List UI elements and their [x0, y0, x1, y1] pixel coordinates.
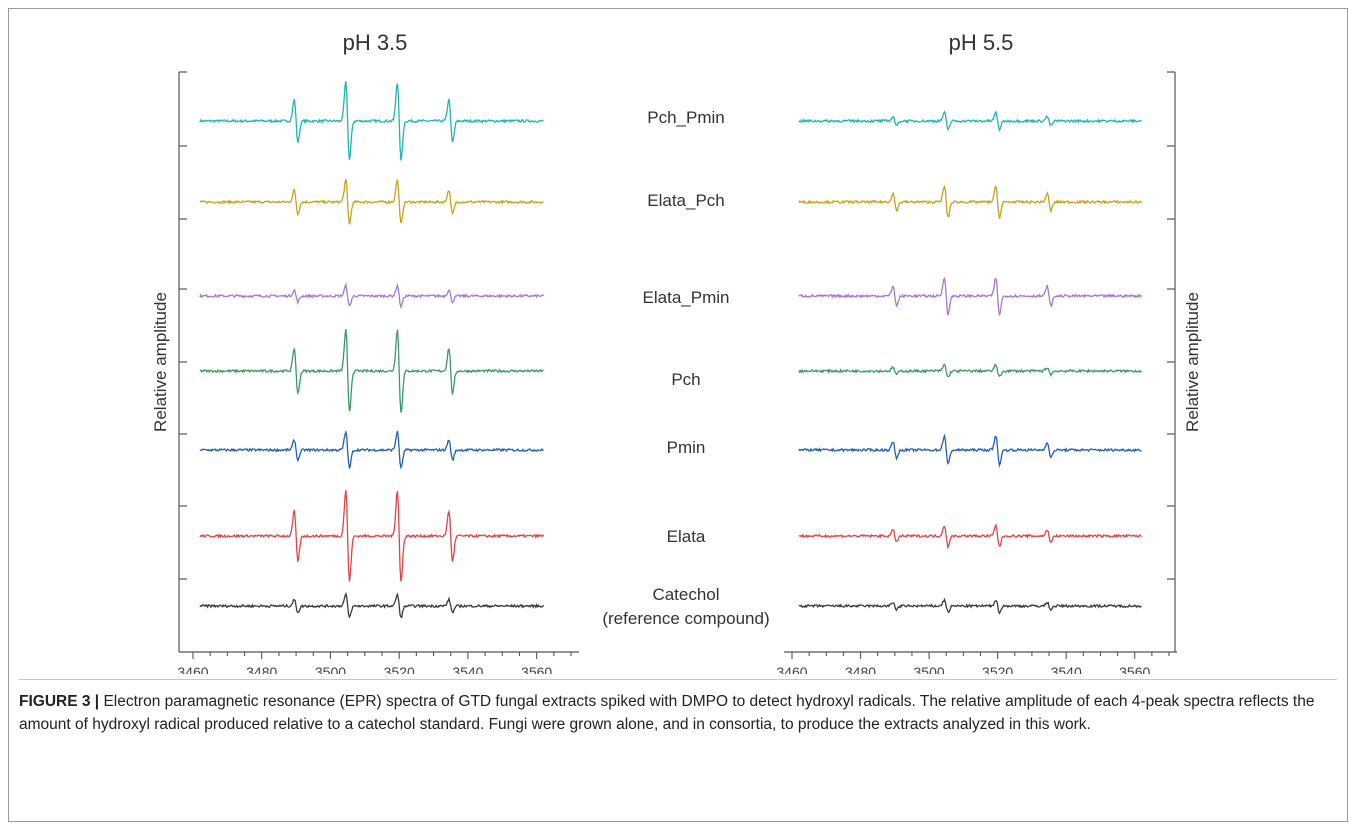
x-tick-label: 3480: [845, 664, 876, 674]
spectrum-1: [798, 110, 1142, 133]
spectrum-3: [199, 282, 544, 310]
x-tick-label: 3460: [177, 664, 208, 674]
x-tick-label: 3540: [452, 664, 483, 674]
label-pmin: Pmin: [667, 438, 706, 457]
spectrum-7: [798, 597, 1142, 615]
spectrum-1: [199, 81, 544, 161]
sample-labels: Pch_Pmin Elata_Pch Elata_Pmin Pch Pmin E…: [602, 108, 769, 628]
spectrum-5: [199, 429, 544, 470]
label-catechol: Catechol: [652, 585, 719, 604]
y-axis-label: Relative amplitude: [151, 292, 170, 432]
x-tick-label: 3500: [315, 664, 346, 674]
x-tick-label: 3520: [982, 664, 1013, 674]
panel-title: pH 3.5: [343, 30, 408, 55]
spectrum-5: [798, 433, 1142, 469]
x-tick-label: 3540: [1051, 664, 1082, 674]
panel-title: pH 5.5: [949, 30, 1014, 55]
x-tick-label: 3520: [384, 664, 415, 674]
spectrum-4: [798, 363, 1142, 378]
spectrum-7: [199, 591, 545, 619]
x-tick-label: 3500: [914, 664, 945, 674]
x-tick-label: 3560: [1119, 664, 1150, 674]
panel-ph35: pH 3.5 Relative amplitude 3460 3480 3500 3520…: [151, 30, 579, 674]
spectrum-2: [798, 184, 1143, 219]
label-elata-pch: Elata_Pch: [647, 191, 725, 210]
label-pch-pmin: Pch_Pmin: [647, 108, 724, 127]
label-elata: Elata: [667, 527, 706, 546]
figure-frame: pH 3.5 Relative amplitude 3460 3480 3500 3520…: [8, 8, 1348, 822]
spectrum-3: [798, 276, 1143, 317]
x-tick-label: 3480: [246, 664, 277, 674]
spectrum-2: [199, 179, 544, 225]
caption-label: FIGURE 3 |: [19, 693, 100, 710]
spectrum-4: [199, 329, 544, 413]
epr-figure: pH 3.5 Relative amplitude 3460 3480 3500 3520…: [151, 30, 1202, 674]
x-tick-label: 3460: [776, 664, 807, 674]
label-catechol-ref: (reference compound): [602, 609, 769, 628]
spectrum-6: [798, 523, 1142, 550]
spectrum-6: [199, 490, 545, 582]
label-pch: Pch: [671, 370, 700, 389]
y-axis-label: Relative amplitude: [1183, 292, 1202, 432]
label-elata-pmin: Elata_Pmin: [643, 288, 730, 307]
x-tick-label: 3560: [521, 664, 552, 674]
panel-ph55: pH 5.5 Relative amplitude 3460 3480 3500 3520…: [776, 30, 1202, 674]
figure-caption: FIGURE 3 | Electron paramagnetic resonan…: [19, 679, 1337, 736]
caption-text: Electron paramagnetic resonance (EPR) sp…: [19, 693, 1315, 733]
